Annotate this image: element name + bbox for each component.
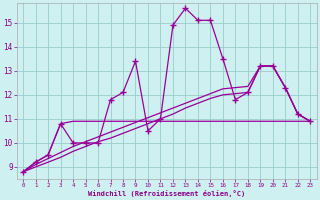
X-axis label: Windchill (Refroidissement éolien,°C): Windchill (Refroidissement éolien,°C): [88, 190, 245, 197]
